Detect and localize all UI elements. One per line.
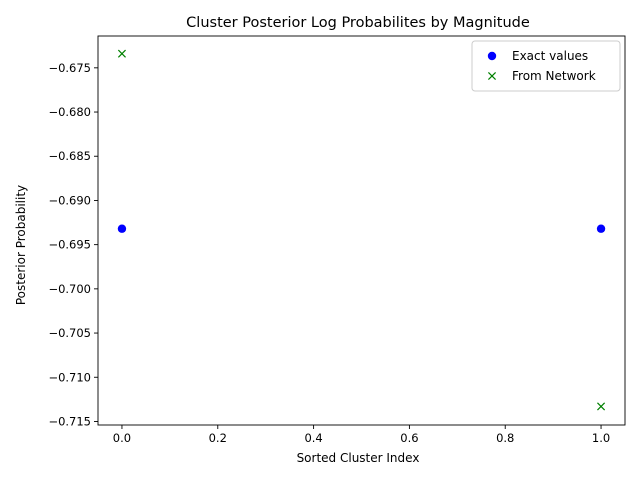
y-tick-label: −0.705 — [48, 326, 91, 340]
x-tick-label: 1.0 — [592, 431, 610, 445]
y-tick-label: −0.690 — [48, 193, 91, 207]
x-tick-label: 0.8 — [496, 431, 514, 445]
legend-marker-series-0 — [487, 51, 497, 61]
x-tick-label: 0.4 — [304, 431, 322, 445]
y-tick-label: −0.675 — [48, 61, 91, 75]
y-tick-label: −0.700 — [48, 282, 91, 296]
data-point-series-0 — [596, 224, 606, 233]
x-marker-stroke — [597, 402, 606, 411]
plot-frame — [97, 35, 626, 426]
data-point-series-0 — [117, 224, 127, 233]
y-axis-ticks: −0.675 −0.680 −0.685 −0.690 −0.695 −0.700 −0.7… — [48, 61, 98, 428]
chart-title: Cluster Posterior Log Probabilites by Ma… — [186, 15, 530, 31]
legend-box — [471, 40, 621, 92]
x-axis-label: Sorted Cluster Index — [297, 451, 420, 465]
y-tick-label: −0.695 — [48, 238, 91, 252]
y-tick-label: −0.680 — [48, 105, 91, 119]
y-axis-label: Posterior Probability — [14, 185, 28, 305]
x-tick-label: 0.2 — [209, 431, 227, 445]
plot-area — [97, 35, 626, 426]
legend-label: Exact values — [512, 49, 588, 63]
data-point-series-1 — [117, 49, 126, 58]
data-points — [117, 49, 606, 411]
y-tick-label: −0.710 — [48, 370, 91, 384]
x-tick-label: 0.6 — [400, 431, 418, 445]
y-tick-label: −0.685 — [48, 149, 91, 163]
x-marker-stroke — [117, 49, 126, 58]
legend-label: From Network — [512, 69, 596, 83]
data-point-series-1 — [597, 402, 606, 411]
x-marker-stroke — [487, 71, 497, 81]
x-tick-label: 0.0 — [113, 431, 131, 445]
legend-marker-series-1 — [487, 71, 497, 81]
legend: Exact values From Network — [471, 40, 621, 92]
x-axis-ticks: 0.0 0.2 0.4 0.6 0.8 1.0 — [113, 425, 610, 445]
y-tick-label: −0.715 — [48, 414, 91, 428]
